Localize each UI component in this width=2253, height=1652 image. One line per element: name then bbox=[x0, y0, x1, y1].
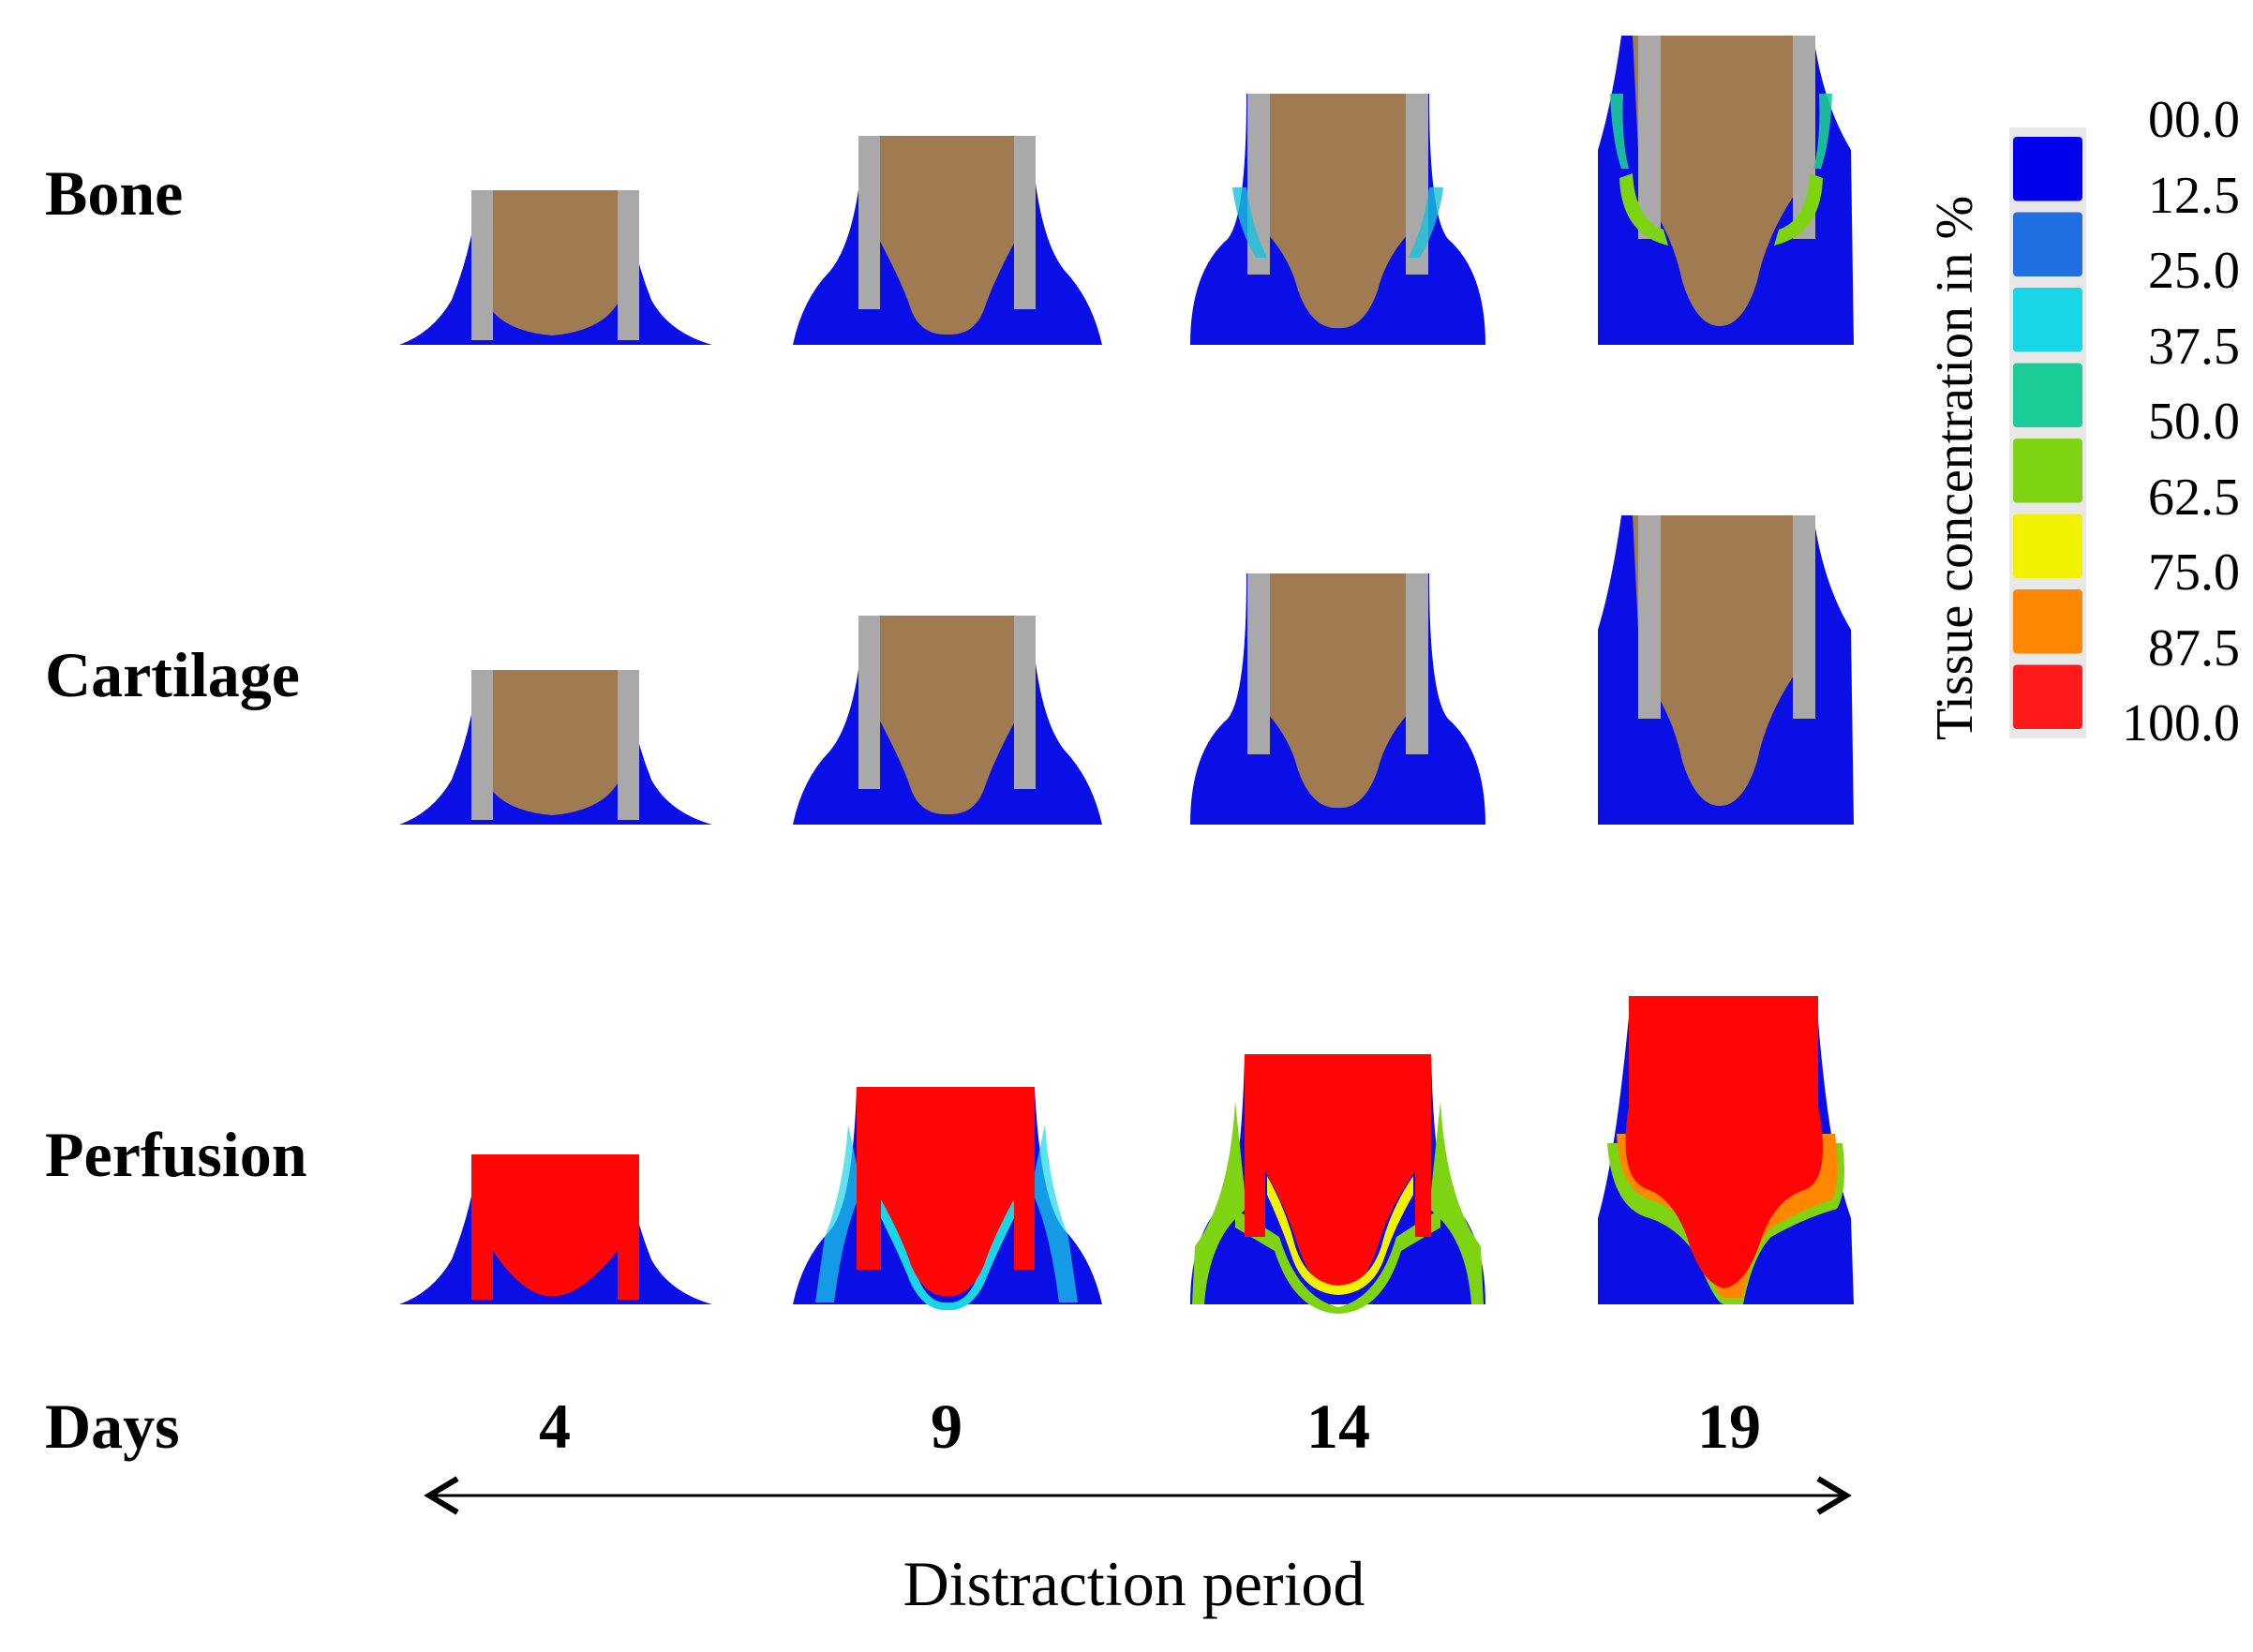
bone-day-4-panel bbox=[399, 190, 712, 345]
days-label: Days bbox=[45, 1391, 180, 1462]
legend-colorbar bbox=[2009, 127, 2086, 738]
legend-title: Tissue concentration in % bbox=[1926, 195, 1984, 740]
legend-value-label: 37.5 bbox=[2148, 317, 2240, 376]
legend-swatch bbox=[2013, 589, 2082, 654]
cartilage-day-9-panel bbox=[793, 616, 1102, 825]
legend-swatch bbox=[2013, 664, 2082, 729]
day-14-label: 14 bbox=[1306, 1391, 1370, 1462]
perfusion-day-4-panel bbox=[399, 1154, 712, 1304]
cartilage-day-4-panel bbox=[399, 670, 712, 825]
legend-value-label: 12.5 bbox=[2148, 166, 2240, 225]
distraction-period-title: Distraction period bbox=[903, 1548, 1365, 1619]
legend-swatch bbox=[2013, 288, 2082, 352]
legend-value-label: 25.0 bbox=[2148, 242, 2240, 300]
day-9-label: 9 bbox=[931, 1391, 962, 1462]
day-19-label: 19 bbox=[1697, 1391, 1761, 1462]
bone-day-19-panel bbox=[1598, 36, 1854, 345]
bone-day-14-panel bbox=[1190, 94, 1485, 345]
perfusion-day-14-panel bbox=[1190, 1054, 1485, 1314]
perfusion-day-9-panel bbox=[793, 1087, 1102, 1311]
cartilage-day-19-panel bbox=[1598, 515, 1854, 825]
legend-swatch bbox=[2013, 212, 2082, 276]
legend-swatch bbox=[2013, 137, 2082, 201]
legend-value-label: 50.0 bbox=[2148, 393, 2240, 451]
legend-value-label: 62.5 bbox=[2148, 468, 2240, 527]
bone-day-9-panel bbox=[793, 136, 1102, 345]
legend-value-label: 75.0 bbox=[2148, 543, 2240, 602]
cartilage-day-14-panel bbox=[1190, 573, 1485, 825]
row-label-cartilage: Cartilage bbox=[45, 639, 300, 710]
day-4-label: 4 bbox=[539, 1391, 571, 1462]
perfusion-day-19-panel bbox=[1598, 996, 1854, 1304]
legend-value-label: 00.0 bbox=[2148, 91, 2240, 149]
legend-swatch bbox=[2013, 513, 2082, 578]
legend-swatch bbox=[2013, 363, 2082, 427]
legend-value-label: 100.0 bbox=[2122, 694, 2240, 752]
row-label-bone: Bone bbox=[45, 157, 184, 229]
legend-value-label: 87.5 bbox=[2148, 618, 2240, 677]
legend-swatch bbox=[2013, 439, 2082, 503]
row-label-perfusion: Perfusion bbox=[45, 1119, 307, 1190]
